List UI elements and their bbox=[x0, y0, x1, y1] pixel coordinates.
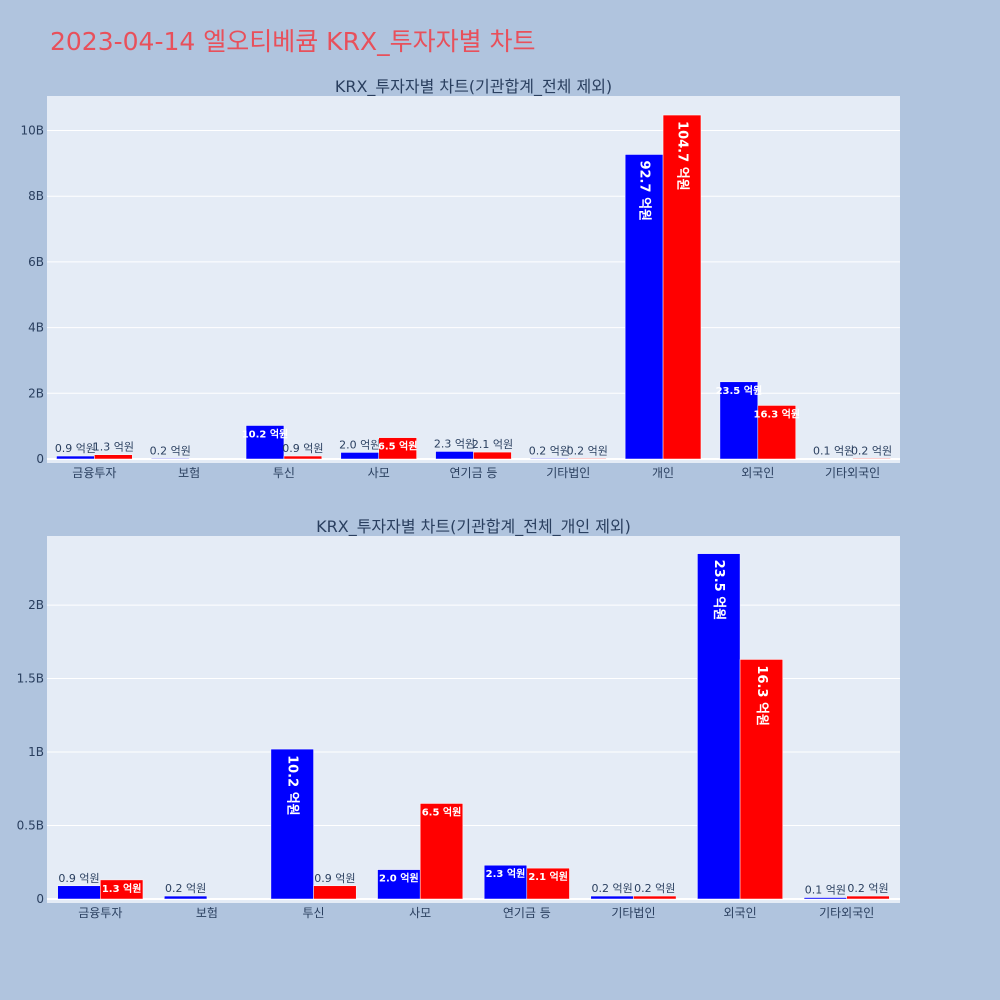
data-label: 0.2 억원 bbox=[851, 444, 892, 457]
bar bbox=[590, 895, 634, 900]
data-label: 92.7 억원 bbox=[637, 160, 652, 221]
x-tick-label: 보험 bbox=[178, 466, 200, 480]
y-tick-label: 4B bbox=[28, 321, 44, 335]
data-label: 0.9 억원 bbox=[314, 872, 355, 885]
bar bbox=[270, 748, 314, 900]
bar bbox=[164, 895, 208, 900]
y-tick-label: 10B bbox=[20, 123, 44, 137]
bar bbox=[57, 885, 101, 900]
bar bbox=[757, 405, 796, 460]
bar bbox=[245, 425, 285, 460]
data-label: 0.2 억원 bbox=[591, 882, 632, 895]
data-label: 23.5 억원 bbox=[711, 560, 726, 621]
bar bbox=[739, 659, 783, 900]
data-label: 2.1 억원 bbox=[472, 438, 513, 451]
bar bbox=[633, 895, 677, 900]
data-label: 2.0 억원 bbox=[379, 872, 419, 885]
bar bbox=[151, 458, 190, 460]
data-label: 0.2 억원 bbox=[529, 444, 570, 457]
x-tick-label: 연기금 등 bbox=[450, 466, 498, 480]
x-tick-label: 외국인 bbox=[741, 466, 774, 480]
y-tick-label: 1.5B bbox=[17, 672, 44, 686]
y-tick-label: 2B bbox=[28, 386, 44, 400]
data-label: 23.5 억원 bbox=[716, 384, 763, 397]
bar bbox=[803, 897, 847, 900]
x-tick-label: 연기금 등 bbox=[503, 906, 551, 920]
data-label: 0.1 억원 bbox=[813, 445, 854, 458]
x-tick-label: 보험 bbox=[196, 906, 218, 920]
bar bbox=[56, 455, 95, 460]
data-label: 2.0 억원 bbox=[339, 438, 380, 451]
bar bbox=[100, 879, 144, 900]
bar bbox=[313, 885, 357, 900]
bar bbox=[473, 451, 512, 460]
data-label: 104.7 억원 bbox=[675, 121, 690, 191]
x-tick-label: 금융투자 bbox=[78, 906, 122, 920]
data-label: 6.5 억원 bbox=[422, 805, 462, 818]
bar bbox=[283, 455, 323, 460]
y-tick-label: 8B bbox=[28, 189, 44, 203]
bar bbox=[94, 454, 133, 460]
chart-title: KRX_투자자별 차트(기관합계_전체_개인 제외) bbox=[316, 517, 631, 537]
bar bbox=[530, 458, 569, 460]
data-label: 0.9 억원 bbox=[282, 442, 323, 455]
bar bbox=[377, 869, 421, 900]
bar bbox=[662, 114, 702, 460]
data-label: 0.2 억원 bbox=[847, 882, 888, 895]
x-tick-label: 개인 bbox=[652, 466, 674, 480]
x-tick-label: 기타법인 bbox=[546, 466, 590, 480]
page-title: 2023-04-14 엘오티베큠 KRX_투자자별 차트 bbox=[50, 27, 536, 56]
x-tick-label: 금융투자 bbox=[72, 466, 116, 480]
data-label: 1.3 억원 bbox=[102, 882, 142, 895]
data-label: 10.2 억원 bbox=[242, 427, 289, 440]
y-tick-label: 0.5B bbox=[17, 819, 44, 833]
data-label: 16.3 억원 bbox=[754, 665, 769, 726]
data-label: 1.3 억원 bbox=[93, 441, 134, 454]
data-label: 2.3 억원 bbox=[434, 437, 475, 450]
data-label: 0.2 억원 bbox=[165, 882, 206, 895]
bar bbox=[719, 381, 759, 460]
data-label: 0.2 억원 bbox=[634, 882, 675, 895]
chart-top: KRX_투자자별 차트(기관합계_전체 제외) 0 2B 4B 6B 8B 10B 금융투자 0… bbox=[20, 77, 900, 480]
bar bbox=[340, 452, 379, 460]
chart-title: KRX_투자자별 차트(기관합계_전체 제외) bbox=[335, 77, 612, 97]
y-tick-label: 0 bbox=[36, 892, 44, 906]
data-label: 0.9 억원 bbox=[55, 442, 96, 455]
data-label: 10.2 억원 bbox=[285, 755, 300, 816]
data-label: 0.9 억원 bbox=[58, 872, 99, 885]
bar bbox=[419, 803, 464, 900]
bar bbox=[846, 895, 890, 900]
bar bbox=[697, 553, 741, 900]
data-label: 16.3 억원 bbox=[754, 407, 801, 420]
y-tick-label: 6B bbox=[28, 255, 44, 269]
x-tick-label: 기타외국인 bbox=[819, 906, 874, 920]
data-label: 2.1 억원 bbox=[528, 870, 568, 883]
x-tick-label: 기타외국인 bbox=[825, 466, 880, 480]
bar bbox=[378, 437, 417, 460]
y-tick-label: 2B bbox=[28, 598, 44, 612]
chart-bottom: KRX_투자자별 차트(기관합계_전체_개인 제외) 0 0.5B 1B 1.5B 2B 금… bbox=[17, 517, 900, 920]
data-label: 2.3 억원 bbox=[486, 867, 526, 880]
bar bbox=[568, 458, 607, 460]
x-tick-label: 외국인 bbox=[724, 906, 757, 920]
x-tick-label: 기타법인 bbox=[611, 906, 655, 920]
x-tick-label: 투신 bbox=[273, 466, 295, 480]
data-label: 0.2 억원 bbox=[567, 444, 608, 457]
bar bbox=[526, 867, 570, 900]
bar bbox=[435, 451, 474, 460]
y-tick-label: 0 bbox=[36, 452, 44, 466]
y-tick-label: 1B bbox=[28, 745, 44, 759]
data-label: 0.2 억원 bbox=[150, 444, 191, 457]
bar bbox=[852, 458, 891, 460]
data-label: 0.1 억원 bbox=[805, 884, 846, 897]
x-tick-label: 투신 bbox=[303, 906, 325, 920]
x-tick-label: 사모 bbox=[409, 906, 431, 920]
x-tick-label: 사모 bbox=[368, 466, 390, 480]
data-label: 6.5 억원 bbox=[378, 440, 418, 453]
